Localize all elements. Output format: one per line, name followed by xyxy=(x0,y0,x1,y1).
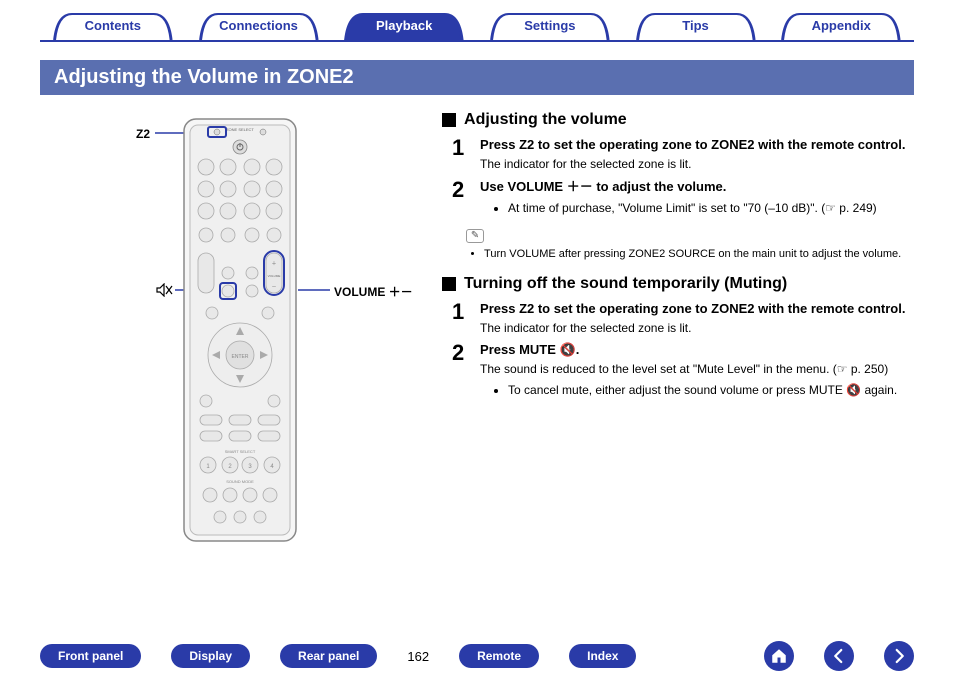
svg-text:＋: ＋ xyxy=(271,261,276,267)
tab-playback[interactable]: Playback xyxy=(331,12,477,40)
nav-front-panel[interactable]: Front panel xyxy=(40,644,141,668)
step-title: Press MUTE 🔇. xyxy=(480,342,914,359)
nav-rear-panel[interactable]: Rear panel xyxy=(280,644,377,668)
main-content: Z2 VOLUME ＋－ ZONE SELECT xyxy=(40,105,914,585)
square-bullet-icon xyxy=(442,113,456,127)
top-tab-bar: Contents Connections Playback Settings T… xyxy=(40,10,914,42)
step-bullets: At time of purchase, "Volume Limit" is s… xyxy=(494,200,914,217)
mute-icon xyxy=(156,283,174,302)
callout-z2-label: Z2 xyxy=(136,127,150,141)
step-2a: 2 Use VOLUME ＋－ to adjust the volume. At… xyxy=(452,179,914,221)
step-text: The sound is reduced to the level set at… xyxy=(480,361,914,378)
nav-display[interactable]: Display xyxy=(171,644,250,668)
svg-text:SOUND MODE: SOUND MODE xyxy=(226,479,254,484)
nav-index[interactable]: Index xyxy=(569,644,636,668)
note-block: ✎ Turn VOLUME after pressing ZONE2 SOURC… xyxy=(466,226,914,262)
step-title: Use VOLUME ＋－ to adjust the volume. xyxy=(480,179,914,196)
step-title: Press Z2 to set the operating zone to ZO… xyxy=(480,301,914,318)
step-number: 2 xyxy=(452,342,470,402)
instructions-column: Adjusting the volume 1 Press Z2 to set t… xyxy=(442,105,914,585)
section-muting-heading: Turning off the sound temporarily (Mutin… xyxy=(442,275,914,293)
tab-tips[interactable]: Tips xyxy=(623,12,769,40)
svg-text:－: － xyxy=(271,284,276,290)
note-icon: ✎ xyxy=(466,229,484,243)
tab-appendix[interactable]: Appendix xyxy=(768,12,914,40)
prev-page-button[interactable] xyxy=(824,641,854,671)
svg-text:SMART SELECT: SMART SELECT xyxy=(225,449,256,454)
svg-text:VOLUME: VOLUME xyxy=(268,274,281,278)
tab-contents[interactable]: Contents xyxy=(40,12,186,40)
home-button[interactable] xyxy=(764,641,794,671)
tab-settings[interactable]: Settings xyxy=(477,12,623,40)
next-page-button[interactable] xyxy=(884,641,914,671)
step-1b: 1 Press Z2 to set the operating zone to … xyxy=(452,301,914,337)
svg-text:ZONE SELECT: ZONE SELECT xyxy=(226,127,254,132)
step-bullets: To cancel mute, either adjust the sound … xyxy=(494,382,914,399)
step-text: The indicator for the selected zone is l… xyxy=(480,320,914,337)
step-text: The indicator for the selected zone is l… xyxy=(480,156,914,173)
page-number: 162 xyxy=(407,649,429,664)
step-number: 2 xyxy=(452,179,470,221)
square-bullet-icon xyxy=(442,277,456,291)
step-number: 1 xyxy=(452,301,470,337)
callout-volume-label: VOLUME ＋－ xyxy=(334,283,413,300)
step-number: 1 xyxy=(452,137,470,173)
step-2b: 2 Press MUTE 🔇. The sound is reduced to … xyxy=(452,342,914,402)
remote-diagram-area: Z2 VOLUME ＋－ ZONE SELECT xyxy=(40,105,442,585)
section-adjusting-volume-heading: Adjusting the volume xyxy=(442,111,914,129)
svg-text:ENTER: ENTER xyxy=(232,354,249,360)
remote-control-diagram: ZONE SELECT xyxy=(180,115,300,550)
step-title: Press Z2 to set the operating zone to ZO… xyxy=(480,137,914,154)
tab-connections[interactable]: Connections xyxy=(186,12,332,40)
nav-remote[interactable]: Remote xyxy=(459,644,539,668)
page-title: Adjusting the Volume in ZONE2 xyxy=(40,60,914,95)
bottom-nav: Front panel Display Rear panel 162 Remot… xyxy=(0,641,954,671)
step-1a: 1 Press Z2 to set the operating zone to … xyxy=(452,137,914,173)
